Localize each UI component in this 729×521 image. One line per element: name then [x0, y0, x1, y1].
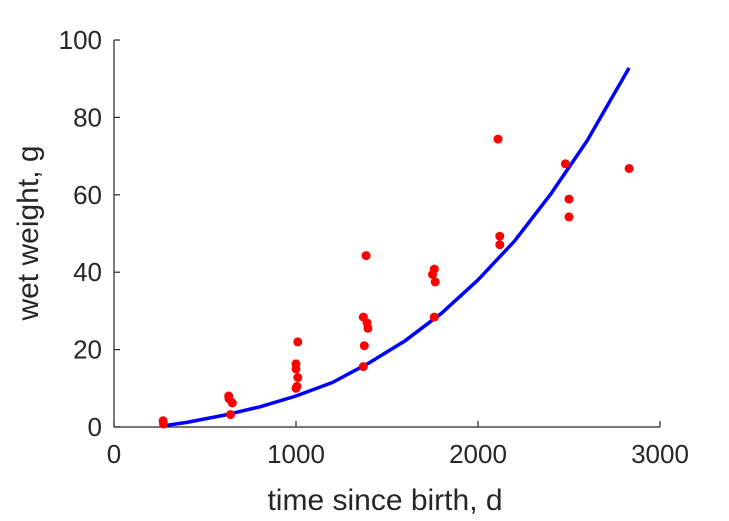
y-axis-title: wet weight, g	[12, 145, 45, 321]
data-point	[429, 264, 439, 274]
data-point	[293, 373, 303, 382]
data-point	[564, 212, 574, 222]
y-tick-label: 40	[73, 257, 102, 287]
data-point	[564, 194, 574, 204]
y-tick-label: 60	[73, 180, 102, 210]
series-layer	[158, 67, 634, 429]
data-point	[493, 134, 503, 144]
data-point	[429, 312, 439, 322]
y-tick-label: 100	[59, 25, 102, 55]
data-point	[495, 240, 505, 250]
y-tick-label: 80	[73, 102, 102, 132]
data-point	[624, 164, 634, 173]
data-point	[227, 398, 237, 408]
x-axis-title: time since birth, d	[267, 484, 502, 517]
data-point	[291, 383, 301, 393]
x-tick-label: 1000	[267, 439, 325, 469]
plot-area: 0 1000 2000 3000 0 20 40 60 80 100	[59, 25, 689, 469]
data-point	[363, 323, 373, 333]
data-point	[361, 251, 371, 261]
fit-curve-line	[162, 67, 631, 428]
y-tick-label: 0	[88, 412, 102, 442]
data-point	[293, 337, 303, 347]
x-tick-label: 3000	[631, 439, 689, 469]
y-ticks: 0 20 40 60 80 100	[59, 25, 120, 442]
data-point	[495, 231, 505, 241]
y-tick-label: 20	[73, 335, 102, 365]
data-point	[226, 410, 235, 420]
data-point	[359, 341, 369, 351]
x-ticks: 0 1000 2000 3000	[107, 421, 689, 469]
x-tick-label: 0	[107, 439, 121, 469]
data-point	[291, 364, 301, 374]
data-point	[560, 159, 570, 169]
data-point	[358, 362, 368, 372]
data-point	[159, 419, 168, 429]
x-tick-label: 2000	[449, 439, 507, 469]
data-point	[430, 277, 440, 287]
